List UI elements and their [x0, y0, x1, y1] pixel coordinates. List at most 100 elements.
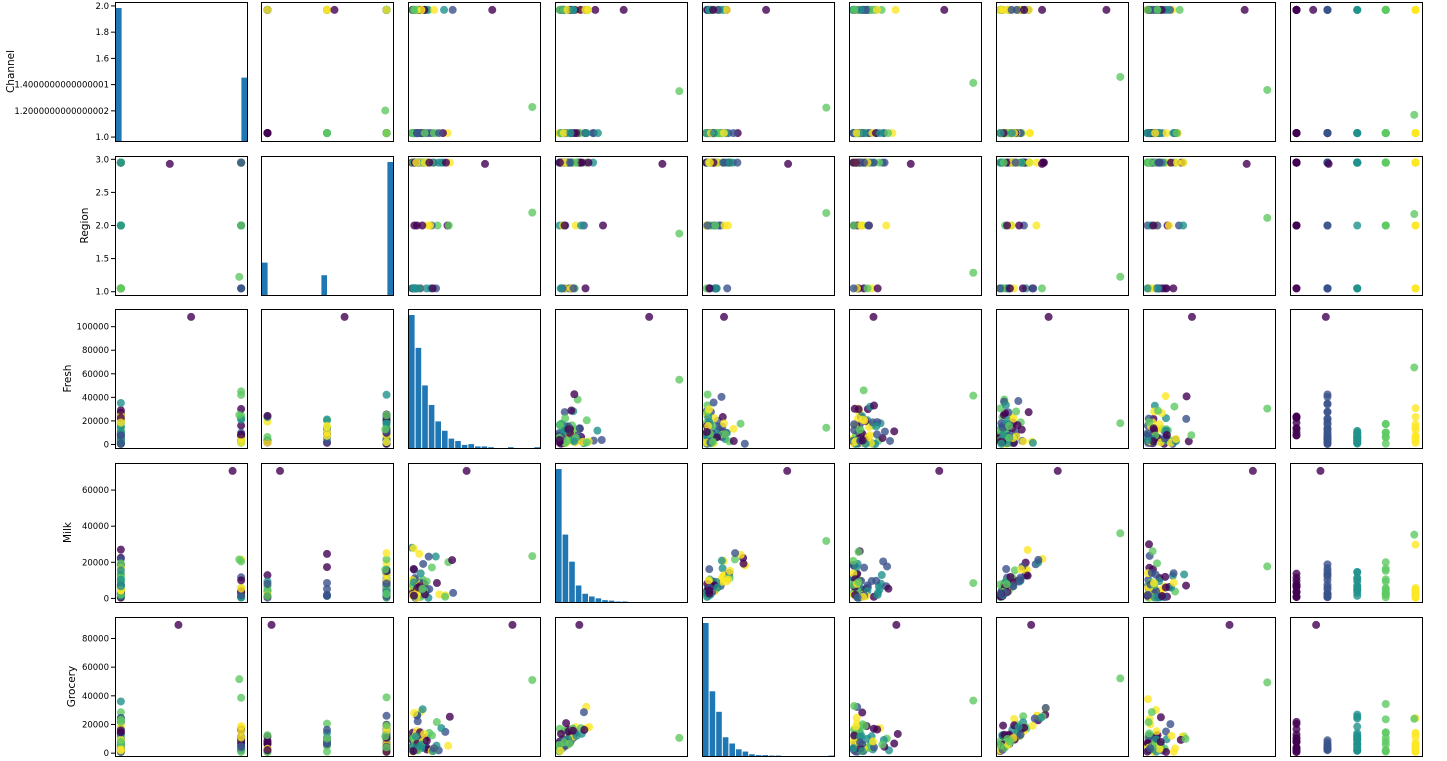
scatter-point	[434, 129, 443, 138]
scatter-point	[1381, 593, 1390, 602]
scatter-point	[1023, 571, 1032, 580]
scatter-point	[822, 423, 831, 432]
scatter-point	[235, 555, 244, 564]
scatter-point	[1410, 530, 1419, 539]
scatter-point	[1044, 312, 1053, 321]
panel-1-3	[555, 156, 688, 296]
scatter-point	[645, 312, 654, 321]
scatter-point	[116, 406, 125, 415]
panel-frame	[261, 617, 394, 757]
panel-frame	[408, 617, 541, 757]
scatter-point	[1292, 725, 1301, 734]
hist-bar	[716, 711, 722, 756]
scatter-point	[999, 721, 1008, 730]
scatter-point	[412, 158, 421, 167]
scatter-point	[382, 129, 391, 138]
scatter-point	[427, 563, 436, 572]
y-tick-label: 80000	[82, 634, 109, 644]
scatter-point	[1323, 424, 1332, 433]
panel-4-4	[702, 617, 835, 757]
scatter-point	[1381, 575, 1390, 584]
scatter-point	[713, 583, 722, 592]
hist-bar	[448, 438, 455, 448]
scatter-point	[1012, 407, 1021, 416]
panel-frame	[115, 617, 248, 757]
scatter-point	[382, 693, 391, 702]
scatter-point	[884, 584, 893, 593]
hist-bar	[435, 421, 441, 448]
scatter-point	[1323, 434, 1332, 443]
scatter-point	[555, 435, 564, 444]
scatter-point	[116, 575, 125, 584]
panel-frame	[115, 2, 248, 142]
scatter-point	[1381, 129, 1390, 138]
scatter-point	[1034, 555, 1043, 564]
scatter-point	[481, 159, 490, 168]
scatter-point	[441, 158, 450, 167]
scatter-point	[969, 268, 978, 277]
scatter-point	[1179, 221, 1188, 230]
scatter-point	[593, 129, 602, 138]
panel-frame	[1290, 2, 1423, 142]
panel-2-8	[1290, 309, 1423, 449]
scatter-point	[561, 414, 570, 423]
scatter-point	[704, 405, 713, 414]
scatter-point	[704, 421, 713, 430]
scatter-point	[1240, 5, 1249, 14]
scatter-point	[869, 312, 878, 321]
scatter-point	[1353, 221, 1362, 230]
scatter-point	[411, 732, 420, 741]
scatter-point	[1143, 5, 1152, 14]
scatter-point	[729, 424, 738, 433]
scatter-point	[1323, 129, 1332, 138]
scatter-point	[906, 159, 915, 168]
scatter-point	[867, 5, 876, 14]
panel-3-6	[996, 463, 1129, 603]
scatter-point	[1321, 312, 1330, 321]
scatter-point	[852, 713, 861, 722]
panel-0-4	[702, 2, 835, 142]
scatter-point	[709, 129, 718, 138]
panel-frame	[996, 156, 1129, 296]
scatter-point	[877, 571, 886, 580]
scatter-point	[1316, 466, 1325, 475]
scatter-point	[726, 158, 735, 167]
scatter-point	[427, 731, 436, 740]
scatter-point	[996, 5, 1005, 14]
scatter-point	[1149, 424, 1158, 433]
scatter-point	[1102, 5, 1111, 14]
scatter-point	[1116, 674, 1125, 683]
scatter-point	[1179, 158, 1188, 167]
scatter-point	[417, 5, 426, 14]
scatter-point	[228, 466, 237, 475]
scatter-point	[1154, 406, 1163, 415]
scatter-point	[1161, 572, 1170, 581]
scatter-point	[1292, 284, 1301, 293]
scatter-point	[996, 129, 1005, 138]
scatter-point	[849, 284, 858, 293]
panel-frame	[261, 2, 394, 142]
scatter-point	[448, 556, 457, 565]
scatter-point	[858, 708, 867, 717]
scatter-point	[323, 747, 331, 756]
scatter-point	[116, 717, 125, 726]
scatter-point	[1169, 569, 1178, 578]
scatter-point	[1381, 432, 1390, 441]
scatter-point	[890, 739, 899, 748]
scatter-point	[859, 129, 868, 138]
panel-2-4	[702, 309, 835, 449]
scatter-point	[570, 390, 579, 399]
scatter-point	[1353, 129, 1362, 138]
scatter-point	[1292, 158, 1301, 167]
scatter-point	[381, 425, 390, 434]
scatter-point	[1172, 129, 1181, 138]
scatter-point	[1323, 408, 1332, 417]
scatter-point	[323, 734, 331, 743]
scatter-point	[440, 5, 449, 14]
scatter-point	[1028, 438, 1037, 447]
scatter-point	[863, 284, 872, 293]
panel-frame	[408, 2, 541, 142]
panel-frame	[408, 156, 541, 296]
scatter-point	[969, 579, 978, 588]
scatter-point	[717, 556, 726, 565]
